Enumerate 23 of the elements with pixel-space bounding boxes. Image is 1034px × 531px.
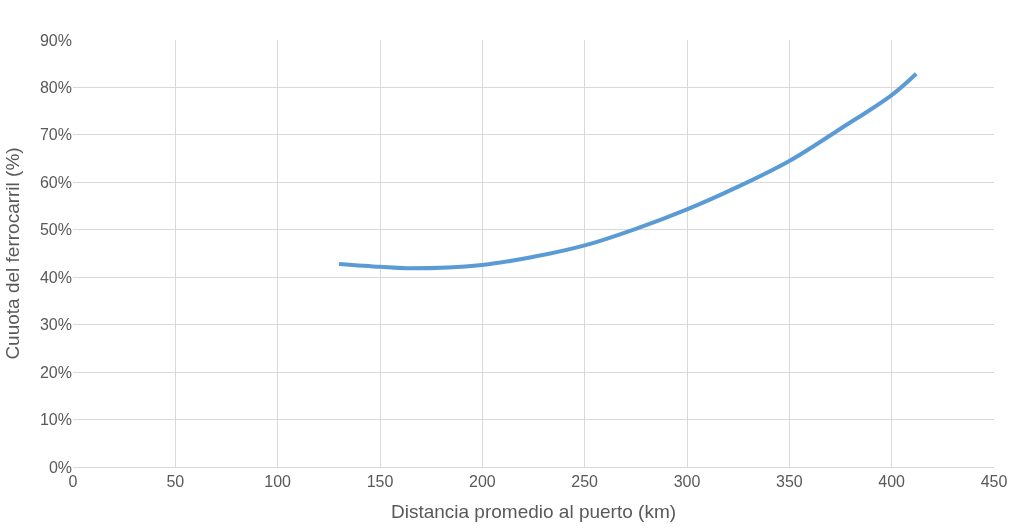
x-tick-label: 350	[775, 473, 803, 491]
x-tick-label: 300	[673, 473, 701, 491]
x-tick-label: 250	[571, 473, 599, 491]
y-tick-label: 90%	[39, 31, 72, 49]
y-tick-label: 30%	[39, 316, 72, 334]
x-tick-label: 200	[468, 473, 496, 491]
x-tick-label: 50	[166, 473, 185, 491]
x-tick-label: 100	[264, 473, 292, 491]
x-tick-label: 150	[366, 473, 394, 491]
y-tick-label: 80%	[39, 79, 72, 97]
y-tick-label: 50%	[39, 221, 72, 239]
line-series	[337, 71, 919, 271]
x-tick-label: 450	[980, 473, 1008, 491]
y-tick-label: 60%	[39, 173, 72, 191]
y-tick-label: 40%	[39, 268, 72, 286]
x-tick-label: 0	[68, 473, 78, 491]
y-axis-title: Cuuota del ferrocarril (%)	[1, 147, 23, 360]
y-tick-label: 20%	[39, 363, 72, 381]
x-axis-title: Distancia promedio al puerto (km)	[390, 501, 677, 522]
x-tick-label: 400	[878, 473, 906, 491]
y-tick-label: 10%	[39, 411, 72, 429]
y-tick-label: 70%	[39, 126, 72, 144]
y-tick-label: 0%	[48, 458, 72, 476]
